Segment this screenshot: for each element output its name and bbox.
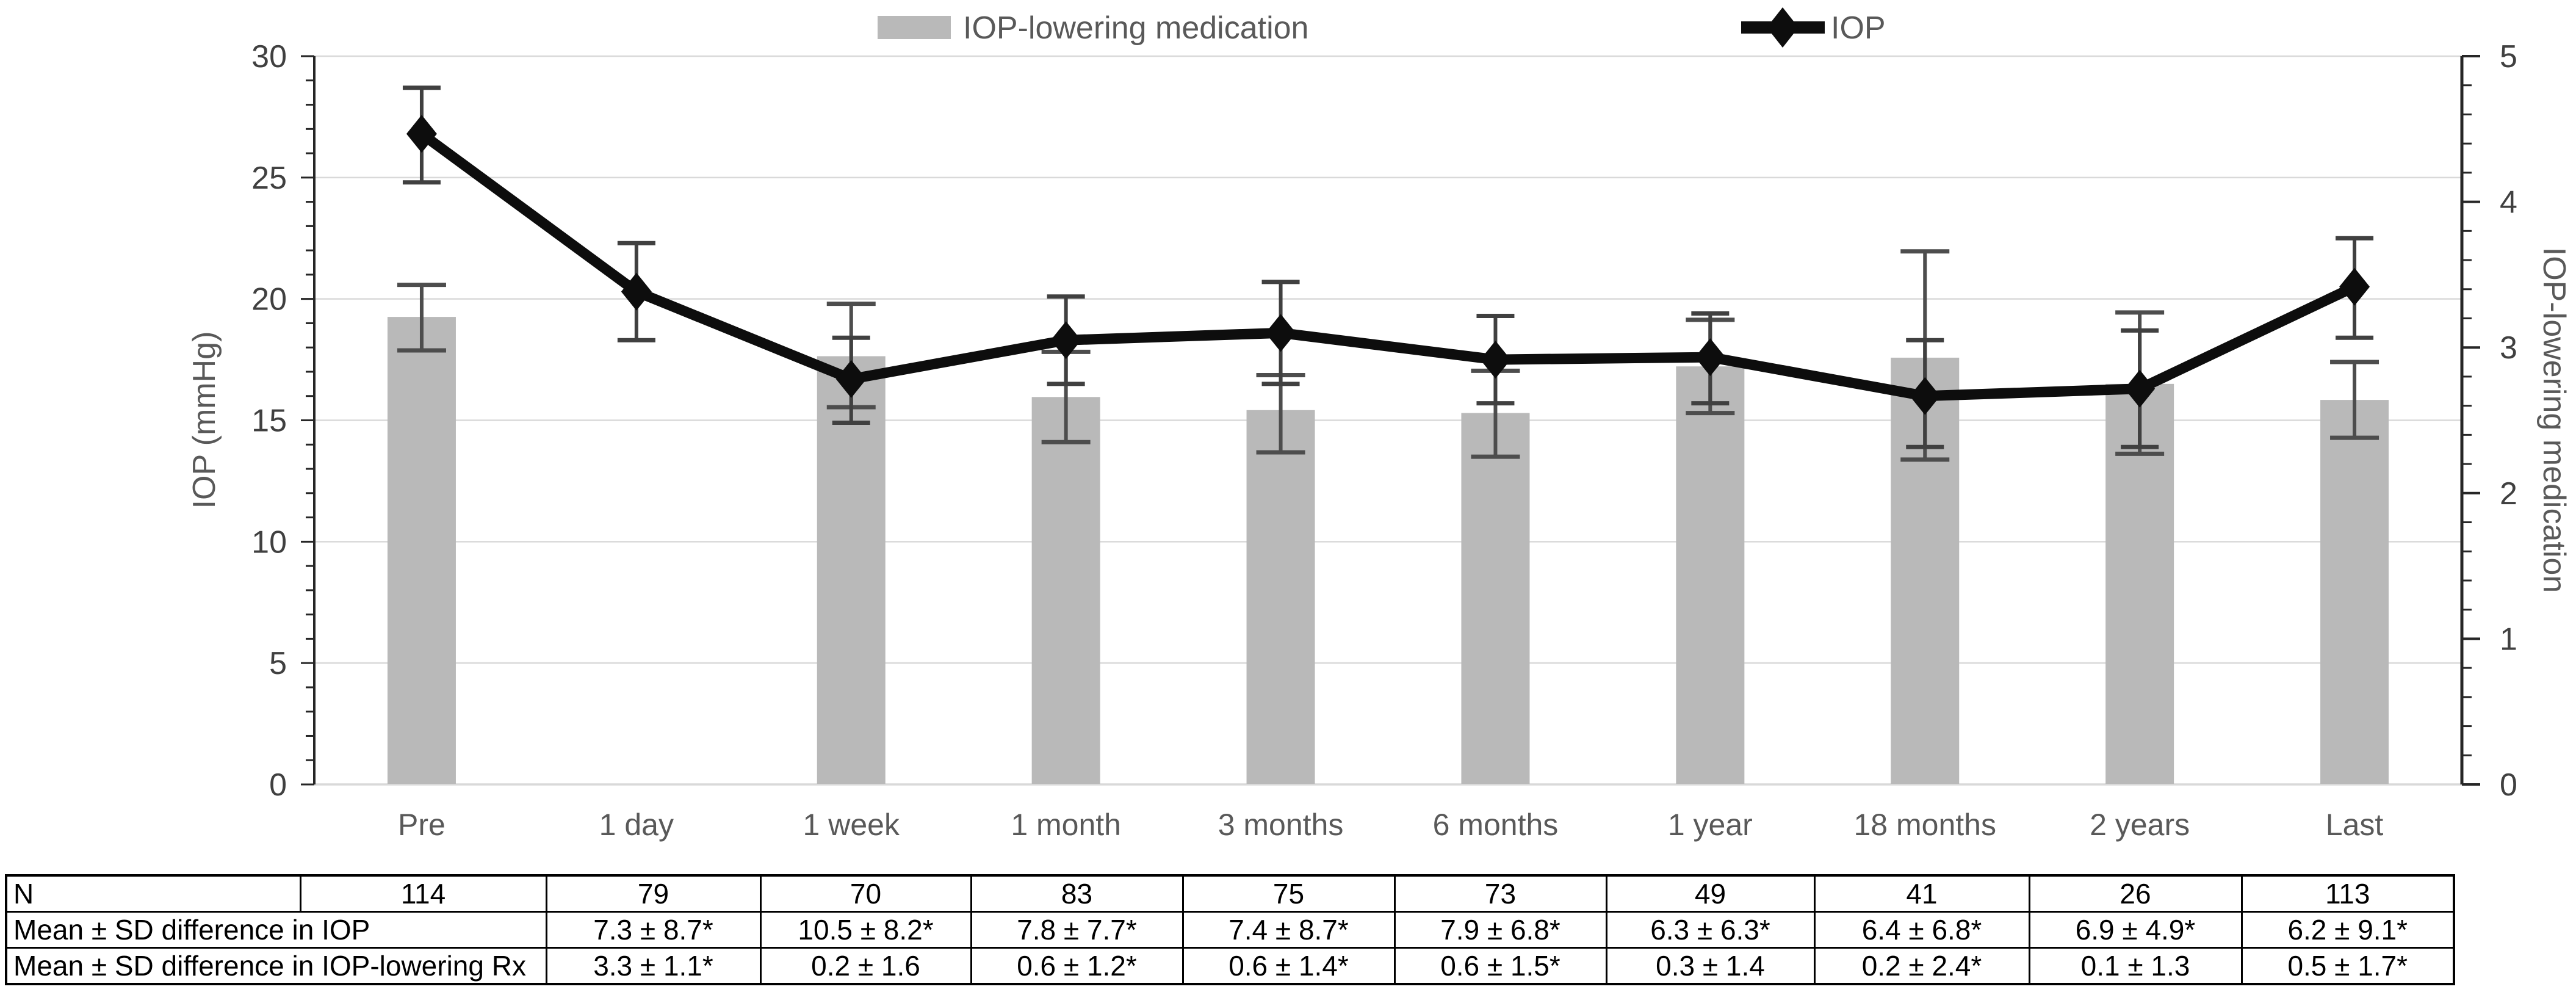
iop-marker-diamond [1695,338,1726,377]
x-axis-category-label: 3 months [1218,808,1344,842]
x-axis-category-label: Last [2326,808,2384,842]
x-axis-category-label: 6 months [1433,808,1559,842]
row-label-rx-diff: Mean ± SD difference in IOP-lowering Rx [5,947,547,985]
iop-marker-diamond [406,115,437,153]
legend-iop-label: IOP [1831,10,1886,46]
n-value-cell: 49 [1605,874,1816,913]
x-axis-category-label: 2 years [2090,808,2190,842]
right-axis-title: IOP-lowering medication [2536,247,2572,593]
rx-diff-cell: 0.6 ± 1.5* [1393,947,1607,985]
left-axis-title: IOP (mmHg) [187,331,222,509]
rx-diff-cell: 0.2 ± 2.4* [1813,947,2030,985]
n-value-cell: 73 [1393,874,1607,913]
iop-diff-cell: 6.3 ± 6.3* [1605,911,1816,949]
rx-diff-cell: 0.1 ± 1.3 [2028,947,2243,985]
medication-bar [817,356,886,784]
iop-marker-diamond [621,272,652,311]
legend-medication-swatch [878,16,951,39]
rx-diff-cell: 0.5 ± 1.7* [2240,947,2455,985]
medication-bar [387,317,456,784]
medication-bar [2320,400,2389,784]
legend-iop-diamond-icon [1767,7,1799,48]
n-value-cell: 83 [970,874,1184,913]
x-axis-category-label: 1 year [1668,808,1753,842]
rx-diff-cell: 0.3 ± 1.4 [1605,947,1816,985]
x-axis-category-label: 1 week [803,808,900,842]
iop-marker-diamond [1050,321,1081,360]
iop-marker-diamond [2339,267,2370,306]
iop-marker-diamond [1265,314,1296,352]
iop-diff-cell: 6.4 ± 6.8* [1813,911,2030,949]
y-axis-left-tick-label: 20 [251,282,287,317]
iop-line [418,129,2357,402]
rx-diff-cell: 0.2 ± 1.6 [759,947,972,985]
row-label-iop-diff: Mean ± SD difference in IOP [5,911,547,949]
n-value-cell: 70 [759,874,972,913]
y-axis-left-tick-label: 15 [251,404,287,439]
x-axis-category-label: 1 day [599,808,674,842]
n-value-cell: 41 [1813,874,2030,913]
iop-diff-cell: 6.2 ± 9.1* [2240,911,2455,949]
combo-chart: IOP-lowering medication IOP 051015202530… [187,7,2572,842]
x-axis-category-label: Pre [398,808,446,842]
y-axis-right-tick-label: 2 [2500,476,2517,512]
iop-diff-cell: 7.9 ± 6.8* [1393,911,1607,949]
x-axis-category-label: 18 months [1854,808,1996,842]
table-row: Mean ± SD difference in IOP 7.3 ± 8.7* 10.… [5,911,2455,949]
y-axis-right-tick-label: 1 [2500,621,2517,657]
medication-bar [1676,366,1745,784]
rx-diff-cell: 0.6 ± 1.2* [970,947,1184,985]
legend: IOP-lowering medication IOP [878,7,1886,48]
y-axis-right-tick-label: 5 [2500,39,2517,74]
legend-medication-label: IOP-lowering medication [963,10,1308,46]
n-value-cell: 79 [545,874,762,913]
medication-bar [1246,410,1315,784]
rx-diff-cell: 3.3 ± 1.1* [545,947,762,985]
n-value-cell: 113 [2240,874,2455,913]
y-axis-left-tick-label: 30 [251,39,287,74]
iop-diff-cell: 7.4 ± 8.7* [1182,911,1396,949]
table-row: Mean ± SD difference in IOP-lowering Rx 3… [5,947,2455,985]
n-value-cell: 75 [1182,874,1396,913]
y-axis-right-tick-label: 0 [2500,767,2517,803]
medication-bar [1461,413,1530,784]
iop-marker-diamond [2124,369,2156,408]
y-axis-left-tick-label: 10 [251,524,287,560]
row-label-n: N [5,874,301,913]
iop-marker-diamond [1480,341,1511,379]
y-axis-left-tick-label: 5 [269,646,287,681]
n-value-cell: 114 [299,874,547,913]
rx-diff-cell: 0.6 ± 1.4* [1182,947,1396,985]
y-axis-left-tick-label: 0 [269,767,287,803]
n-value-cell: 26 [2028,874,2243,913]
plot-area: 0 5 10 15 20 25 30 0 1 2 3 4 5 Pre 1 day 1 week 1 month 3… [251,39,2517,842]
y-axis-right-tick-label: 4 [2500,185,2517,220]
y-axis-right-tick-label: 3 [2500,330,2517,366]
x-axis-category-label: 1 month [1011,808,1121,842]
medication-bar [1031,397,1100,784]
summary-table: N 114 79 70 83 75 73 49 41 26 113 Mean ± SD differe… [5,874,2455,985]
iop-diff-cell: 10.5 ± 8.2* [759,911,972,949]
table-row: N 114 79 70 83 75 73 49 41 26 113 [5,874,2455,913]
iop-marker-diamond [1910,377,1941,415]
iop-diff-cell: 7.8 ± 7.7* [970,911,1184,949]
iop-diff-cell: 7.3 ± 8.7* [545,911,762,949]
iop-diff-cell: 6.9 ± 4.9* [2028,911,2243,949]
y-axis-left-tick-label: 25 [251,161,287,196]
iop-marker-diamond [835,360,867,398]
